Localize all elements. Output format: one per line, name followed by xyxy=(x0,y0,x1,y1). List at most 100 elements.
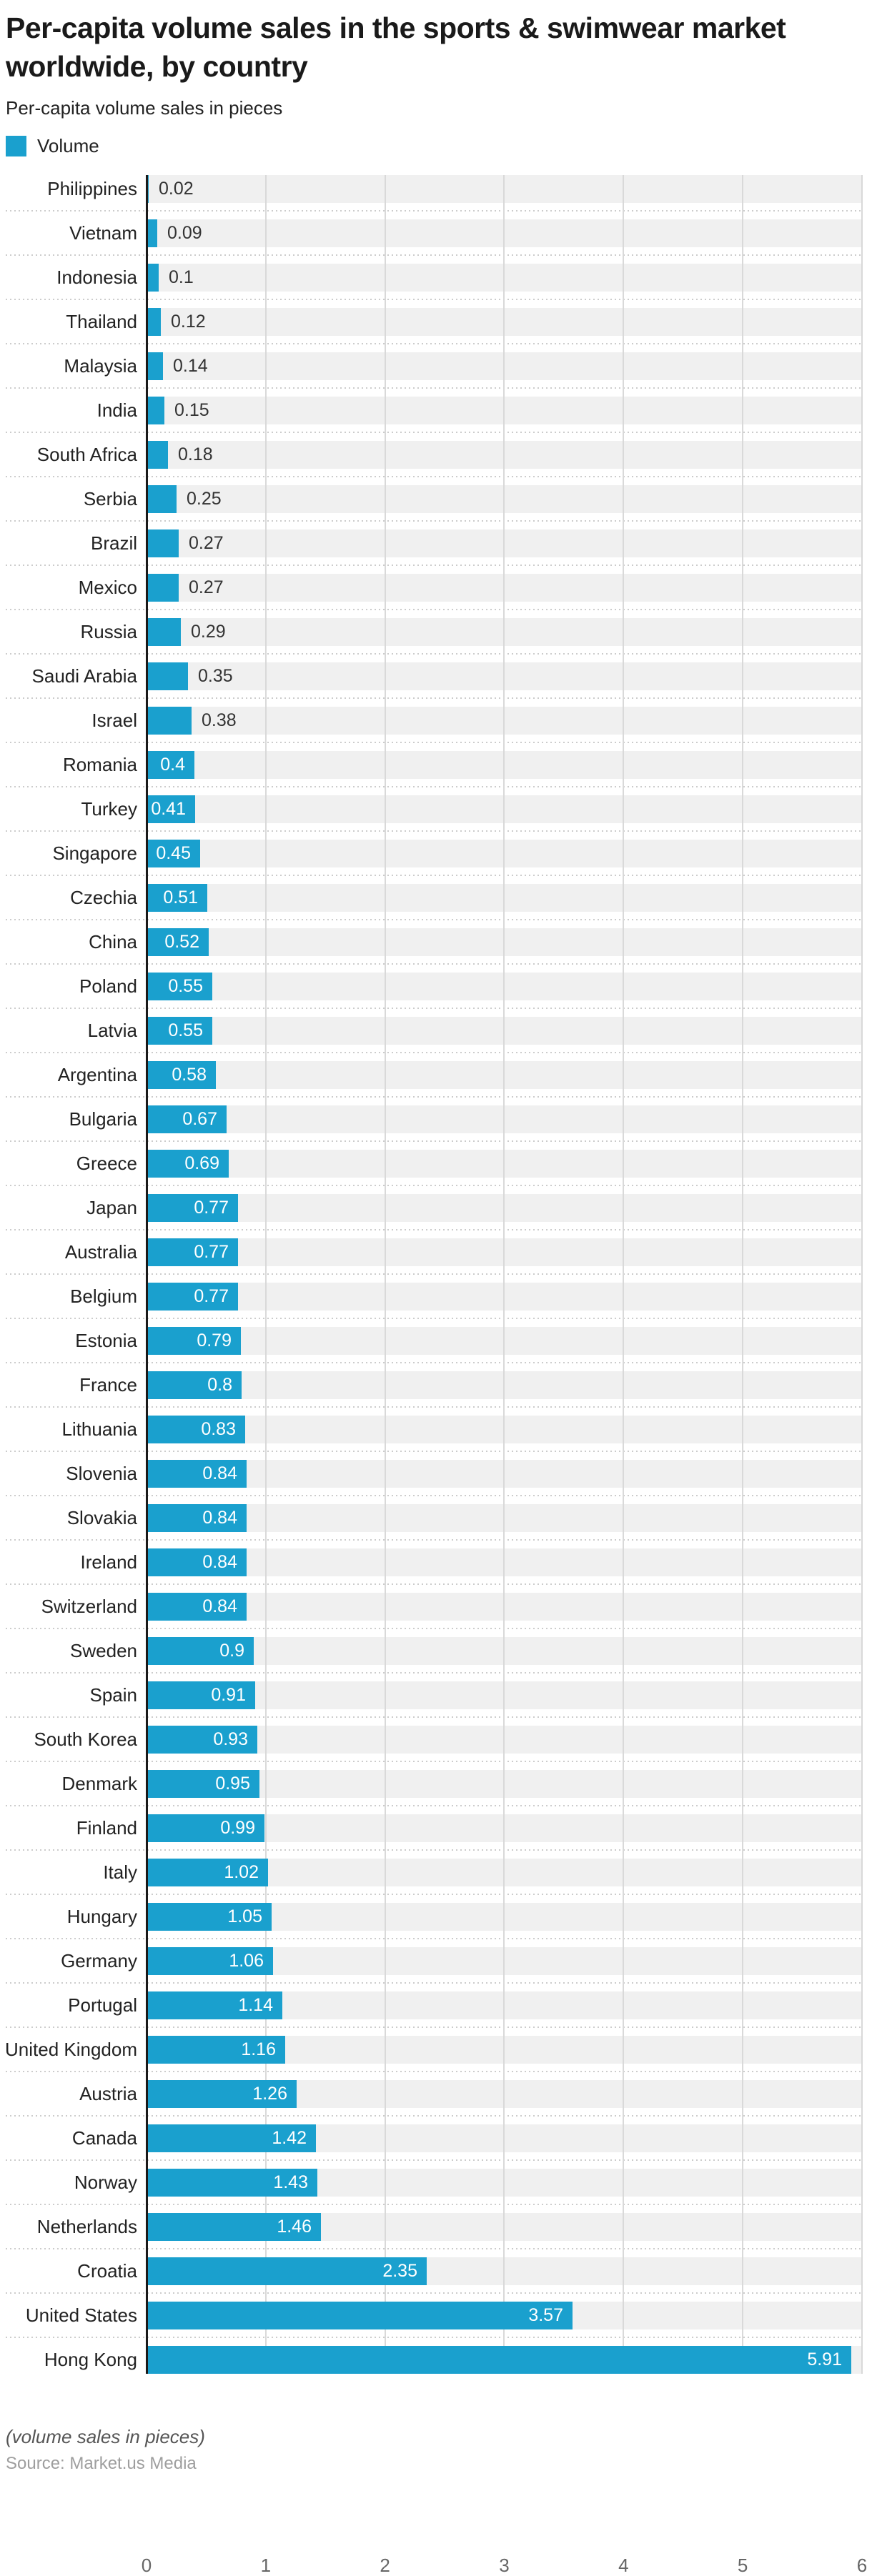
value-label: 0.84 xyxy=(202,1596,237,1616)
row-separator xyxy=(6,1672,861,1674)
volume-bar[interactable]: 0.77 xyxy=(147,1238,238,1266)
value-label: 0.77 xyxy=(194,1242,229,1262)
volume-bar[interactable]: 0.45 xyxy=(147,840,200,867)
row-separator xyxy=(6,1185,861,1186)
country-label: Latvia xyxy=(87,1020,137,1041)
volume-bar[interactable]: 1.14 xyxy=(147,1991,282,2019)
volume-bar[interactable]: 0.93 xyxy=(147,1726,257,1754)
volume-bar[interactable] xyxy=(147,662,188,690)
country-label: Singapore xyxy=(52,842,137,864)
row-separator xyxy=(6,520,861,522)
volume-bar[interactable] xyxy=(147,219,157,247)
volume-bar[interactable] xyxy=(147,618,181,646)
volume-bar[interactable] xyxy=(147,397,164,424)
volume-bar[interactable]: 0.55 xyxy=(147,973,212,1000)
volume-bar[interactable] xyxy=(147,352,163,380)
country-label: Philippines xyxy=(47,178,137,199)
x-gridline xyxy=(861,175,863,2374)
bar-row: Israel 0.38 xyxy=(0,707,872,751)
country-label: Switzerland xyxy=(41,1596,137,1617)
volume-bar[interactable]: 0.8 xyxy=(147,1371,242,1399)
row-separator xyxy=(6,1716,861,1718)
volume-bar[interactable]: 1.06 xyxy=(147,1947,273,1975)
volume-bar[interactable]: 0.41 xyxy=(147,795,195,823)
bar-row: Portugal 1.14 xyxy=(0,1991,872,2036)
bar-row: Russia 0.29 xyxy=(0,618,872,662)
value-label: 0.41 xyxy=(151,799,186,819)
volume-bar[interactable]: 0.84 xyxy=(147,1548,247,1576)
volume-bar[interactable] xyxy=(147,264,159,292)
country-label: France xyxy=(79,1374,137,1396)
volume-bar[interactable]: 1.05 xyxy=(147,1903,272,1931)
volume-bar[interactable]: 0.95 xyxy=(147,1770,259,1798)
volume-bar[interactable] xyxy=(147,441,168,469)
row-separator xyxy=(6,2292,861,2294)
row-separator xyxy=(6,742,861,743)
volume-bar[interactable]: 1.26 xyxy=(147,2080,297,2108)
volume-bar[interactable]: 0.77 xyxy=(147,1283,238,1311)
x-tick-label: 5 xyxy=(737,2555,748,2576)
volume-bar[interactable] xyxy=(147,574,179,602)
volume-bar[interactable]: 0.55 xyxy=(147,1017,212,1045)
volume-bar[interactable]: 0.79 xyxy=(147,1327,241,1355)
value-label: 1.26 xyxy=(252,2084,287,2104)
row-separator xyxy=(6,1805,861,1806)
volume-bar[interactable]: 0.84 xyxy=(147,1460,247,1488)
volume-bar[interactable]: 3.57 xyxy=(147,2302,573,2329)
country-label: Bulgaria xyxy=(69,1108,137,1130)
legend[interactable]: Volume xyxy=(6,135,866,156)
bar-row: Norway 1.43 xyxy=(0,2169,872,2213)
x-tick-label: 0 xyxy=(141,2555,152,2576)
country-label: United Kingdom xyxy=(5,2039,137,2060)
value-label: 0.84 xyxy=(202,1508,237,1528)
value-label: 0.4 xyxy=(160,755,185,775)
country-label: Netherlands xyxy=(36,2216,137,2237)
bar-row: United States 3.57 xyxy=(0,2302,872,2346)
volume-bar[interactable]: 1.02 xyxy=(147,1859,268,1886)
value-label: 1.43 xyxy=(273,2172,308,2192)
country-label: Israel xyxy=(91,710,137,731)
bar-row: Philippines 0.02 xyxy=(0,175,872,219)
volume-bar[interactable]: 0.58 xyxy=(147,1061,216,1089)
volume-bar[interactable] xyxy=(147,308,161,336)
volume-bar[interactable]: 0.4 xyxy=(147,751,194,779)
value-label: 0.8 xyxy=(207,1375,232,1395)
country-label: Norway xyxy=(74,2172,137,2193)
row-separator xyxy=(6,1318,861,1319)
volume-bar[interactable]: 0.91 xyxy=(147,1681,255,1709)
row-separator xyxy=(6,919,861,920)
volume-bar[interactable]: 0.69 xyxy=(147,1150,229,1178)
row-separator xyxy=(6,1894,861,1895)
volume-bar[interactable]: 5.91 xyxy=(147,2346,851,2374)
value-label: 0.25 xyxy=(187,489,222,509)
bar-row: Switzerland 0.84 xyxy=(0,1593,872,1637)
volume-bar[interactable]: 2.35 xyxy=(147,2257,427,2285)
volume-bar[interactable]: 1.16 xyxy=(147,2036,285,2064)
row-separator xyxy=(6,2115,861,2117)
row-separator xyxy=(6,1982,861,1984)
bar-row: South Korea 0.93 xyxy=(0,1726,872,1770)
value-label: 0.27 xyxy=(189,533,224,553)
country-label: Lithuania xyxy=(61,1418,137,1440)
volume-bar[interactable]: 0.84 xyxy=(147,1593,247,1621)
country-label: Turkey xyxy=(81,798,138,820)
value-label: 1.46 xyxy=(277,2217,312,2237)
volume-bar[interactable]: 0.51 xyxy=(147,884,207,912)
volume-bar[interactable]: 1.46 xyxy=(147,2213,321,2241)
volume-bar[interactable]: 0.9 xyxy=(147,1637,254,1665)
volume-bar[interactable] xyxy=(147,485,177,513)
value-label: 1.06 xyxy=(229,1951,264,1971)
volume-bar[interactable]: 0.99 xyxy=(147,1814,264,1842)
value-label: 0.38 xyxy=(202,710,237,730)
volume-bar[interactable]: 1.42 xyxy=(147,2124,316,2152)
volume-bar[interactable] xyxy=(147,707,192,735)
volume-bar[interactable]: 0.67 xyxy=(147,1105,227,1133)
row-separator xyxy=(6,1849,861,1851)
volume-bar[interactable]: 0.84 xyxy=(147,1504,247,1532)
volume-bar[interactable]: 0.52 xyxy=(147,928,209,956)
volume-bar[interactable]: 0.77 xyxy=(147,1194,238,1222)
row-separator xyxy=(6,387,861,389)
volume-bar[interactable]: 0.83 xyxy=(147,1416,245,1443)
volume-bar[interactable]: 1.43 xyxy=(147,2169,317,2197)
volume-bar[interactable] xyxy=(147,529,179,557)
